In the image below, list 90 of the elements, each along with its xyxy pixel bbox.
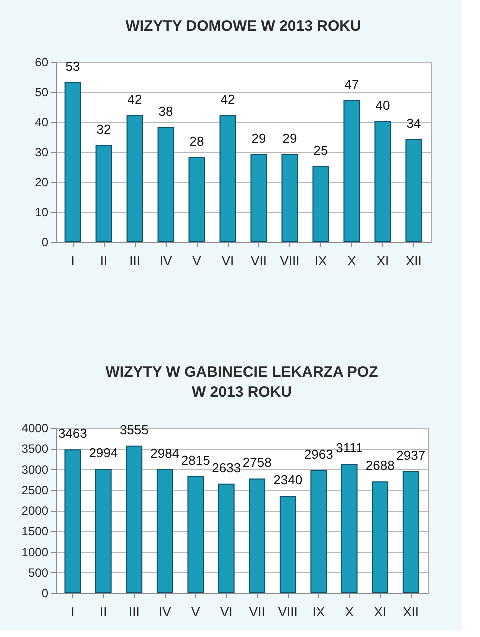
x-tick-label: IX: [314, 254, 328, 268]
y-tick-label: 50: [35, 86, 49, 100]
data-label: 2815: [181, 452, 210, 468]
bar: [218, 484, 235, 594]
y-tick-label: 2000: [22, 504, 49, 518]
data-label: 2937: [396, 448, 426, 463]
data-label: 32: [96, 122, 112, 137]
bar: [344, 100, 360, 242]
x-tick-label: III: [128, 604, 140, 620]
x-tick-label: X: [345, 604, 354, 620]
x-tick-label: V: [192, 254, 202, 268]
data-label: 29: [252, 131, 266, 146]
bar: [406, 140, 422, 242]
data-label: 40: [376, 98, 390, 113]
bar: [402, 471, 420, 594]
data-label: 34: [406, 116, 422, 131]
x-tick-label: VI: [222, 254, 234, 268]
y-tick-label: 10: [35, 206, 49, 220]
y-tick-label: 60: [35, 56, 49, 70]
chart-title: WIZYTY DOMOWE W 2013 ROKU: [126, 18, 362, 35]
x-tick-label: XII: [403, 604, 420, 620]
y-tick-label: 0: [42, 236, 49, 250]
bar: [310, 470, 328, 594]
x-tick-label: IV: [158, 604, 172, 620]
bar: [188, 476, 204, 594]
bar: [126, 446, 143, 594]
x-tick-label: XI: [374, 604, 386, 620]
y-tick-label: 20: [35, 176, 49, 190]
data-label: 42: [220, 92, 236, 107]
bar: [96, 146, 112, 242]
bar: [372, 482, 389, 594]
bar: [156, 469, 174, 594]
y-tick-label: 30: [35, 146, 49, 160]
y-tick-label: 4000: [22, 422, 49, 436]
data-label: 2758: [242, 455, 272, 470]
data-label: 2963: [304, 446, 334, 462]
bar: [126, 116, 144, 242]
data-label: 25: [314, 143, 328, 158]
data-label: 2994: [89, 445, 118, 460]
x-tick-label: VIII: [280, 254, 300, 268]
x-tick-label: V: [192, 604, 201, 620]
y-tick-label: 500: [28, 566, 49, 580]
x-tick-label: IX: [312, 604, 326, 620]
bar: [341, 464, 358, 594]
x-tick-label: XI: [376, 254, 390, 268]
y-tick-label: 3500: [22, 442, 49, 456]
data-label: 3111: [336, 440, 364, 456]
y-tick-label: 1000: [22, 545, 49, 560]
x-tick-label: I: [71, 254, 75, 268]
x-tick-label: X: [348, 254, 357, 268]
x-tick-label: I: [71, 604, 75, 620]
x-tick-label: XII: [406, 254, 422, 268]
x-tick-label: II: [100, 604, 108, 620]
x-tick-label: IV: [160, 254, 172, 268]
x-tick-label: III: [130, 254, 140, 268]
data-label: 3555: [120, 422, 149, 438]
y-tick-label: 1500: [22, 524, 49, 539]
x-tick-label: VI: [220, 604, 233, 620]
chart-title: WIZYTY W GABINECIE LEKARZA POZ W 2013 ROKU: [106, 364, 378, 401]
bar: [188, 158, 206, 242]
data-label: 2984: [150, 446, 180, 461]
x-tick-label: II: [100, 254, 108, 268]
bar: [158, 128, 174, 242]
bar: [374, 122, 392, 242]
x-tick-label: VII: [251, 254, 267, 268]
bar: [282, 154, 298, 242]
bar: [280, 496, 296, 594]
x-tick-label: VIII: [278, 604, 298, 620]
y-tick-label: 3000: [22, 462, 49, 477]
data-label: 47: [344, 77, 360, 92]
bar: [220, 116, 236, 242]
bar: [64, 82, 82, 242]
data-label: 2688: [366, 458, 395, 474]
data-label: 42: [128, 92, 142, 107]
bar: [250, 154, 268, 242]
data-label: 28: [190, 134, 204, 149]
bar: [64, 450, 82, 594]
bar: [95, 469, 112, 594]
data-label: 38: [158, 104, 174, 119]
data-label: 3463: [58, 426, 88, 442]
bar: [312, 166, 330, 242]
data-label: 2340: [274, 472, 303, 488]
y-tick-label: 40: [35, 116, 49, 130]
data-label: 29: [282, 131, 298, 146]
data-label: 53: [66, 59, 80, 74]
bar: [249, 478, 266, 594]
x-tick-label: VII: [249, 604, 266, 620]
y-tick-label: 0: [42, 586, 49, 600]
data-label: 2633: [212, 460, 242, 476]
y-tick-label: 2500: [22, 483, 49, 498]
